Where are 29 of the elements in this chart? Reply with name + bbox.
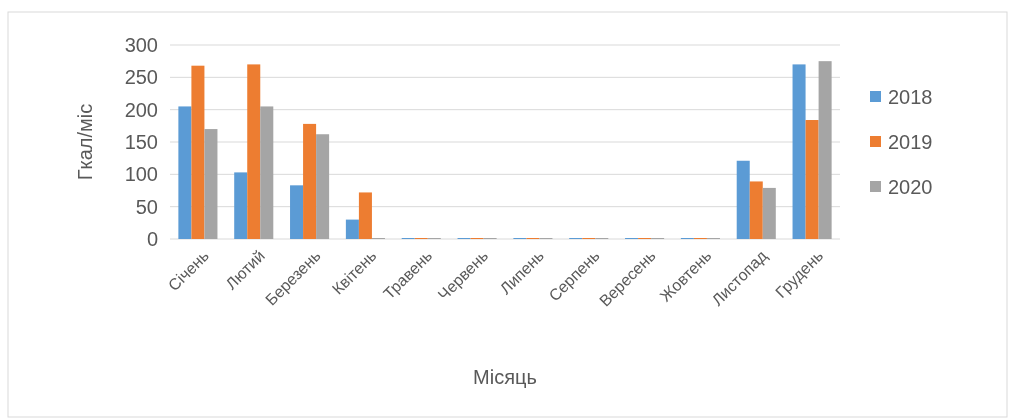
bar [303,123,317,239]
bar [316,134,330,239]
bar [191,65,205,239]
legend-label: 2019 [888,131,933,153]
bar [749,181,763,239]
x-axis-title: Місяць [473,366,537,388]
bar [204,129,218,239]
bar [358,192,372,239]
y-tick-label: 250 [124,66,158,89]
y-tick-label: 300 [124,34,158,56]
bar [234,172,248,239]
bar [260,106,274,239]
bar [805,120,819,239]
bar [736,160,750,239]
legend-label: 2018 [888,86,933,108]
y-tick-label: 0 [146,228,158,250]
bar [178,106,192,239]
y-axis-title: Гкал/міс [74,103,96,181]
y-tick-label: 150 [124,131,158,153]
bar [345,219,359,239]
y-tick-label: 200 [124,98,158,121]
legend-label: 2020 [888,176,933,198]
y-tick-label: 100 [124,163,158,186]
bar [247,64,261,239]
y-tick-label: 50 [135,195,158,218]
bar [792,64,806,239]
bar [762,187,776,239]
bar [818,61,832,239]
bar [290,185,304,239]
